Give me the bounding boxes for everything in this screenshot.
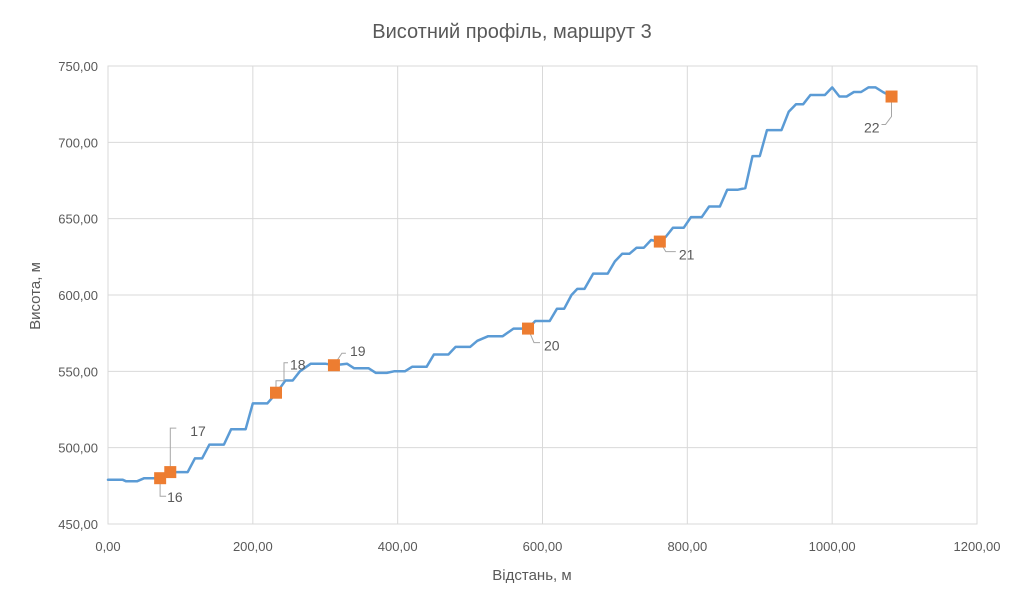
- x-tick-label: 400,00: [378, 539, 418, 554]
- y-tick-label: 750,00: [58, 59, 98, 74]
- markers-layer: 16 17 18 19 20 21 22: [154, 90, 898, 505]
- marker-label-17: 17: [190, 423, 206, 439]
- x-axis-label: Відстань, м: [492, 567, 571, 584]
- marker-leader-line: [881, 96, 892, 125]
- plot-frame: [107, 65, 978, 525]
- elevation-series-line: [106, 86, 893, 483]
- marker-point-21: [653, 235, 666, 248]
- marker-label-19: 19: [350, 343, 366, 359]
- grid-lines: [107, 65, 978, 525]
- marker-point-19: [327, 359, 340, 372]
- marker-label-22: 22: [864, 120, 880, 136]
- x-tick-label: 800,00: [667, 539, 707, 554]
- marker-leader-line: [169, 427, 177, 473]
- y-axis-label: Висота, м: [27, 262, 44, 330]
- y-tick-label: 500,00: [58, 441, 98, 456]
- y-tick-label: 450,00: [58, 517, 98, 532]
- x-tick-label: 600,00: [523, 539, 563, 554]
- marker-label-16: 16: [167, 489, 183, 505]
- y-tick-label: 600,00: [58, 288, 98, 303]
- marker-leader-line: [275, 362, 288, 393]
- y-tick-label: 650,00: [58, 212, 98, 227]
- axes: 450,00 500,00 550,00 600,00 650,00 700,00 750,…: [58, 59, 1000, 554]
- marker-point-20: [522, 322, 535, 335]
- marker-point-16: [154, 472, 167, 485]
- marker-point-22: [885, 90, 898, 103]
- marker-point-18: [270, 386, 283, 399]
- marker-point-17: [164, 466, 177, 479]
- y-tick-label: 700,00: [58, 135, 98, 150]
- x-tick-label: 1200,00: [954, 539, 1001, 554]
- y-tick-label: 550,00: [58, 364, 98, 379]
- x-tick-label: 1000,00: [809, 539, 856, 554]
- series-layer: [106, 86, 893, 483]
- marker-label-18: 18: [290, 357, 306, 373]
- marker-leader-lines: [159, 96, 892, 497]
- x-tick-label: 0,00: [95, 539, 120, 554]
- x-tick-label: 200,00: [233, 539, 273, 554]
- marker-label-21: 21: [679, 247, 695, 263]
- marker-label-20: 20: [544, 338, 560, 354]
- chart-title: Висотний профіль, маршрут 3: [372, 21, 651, 43]
